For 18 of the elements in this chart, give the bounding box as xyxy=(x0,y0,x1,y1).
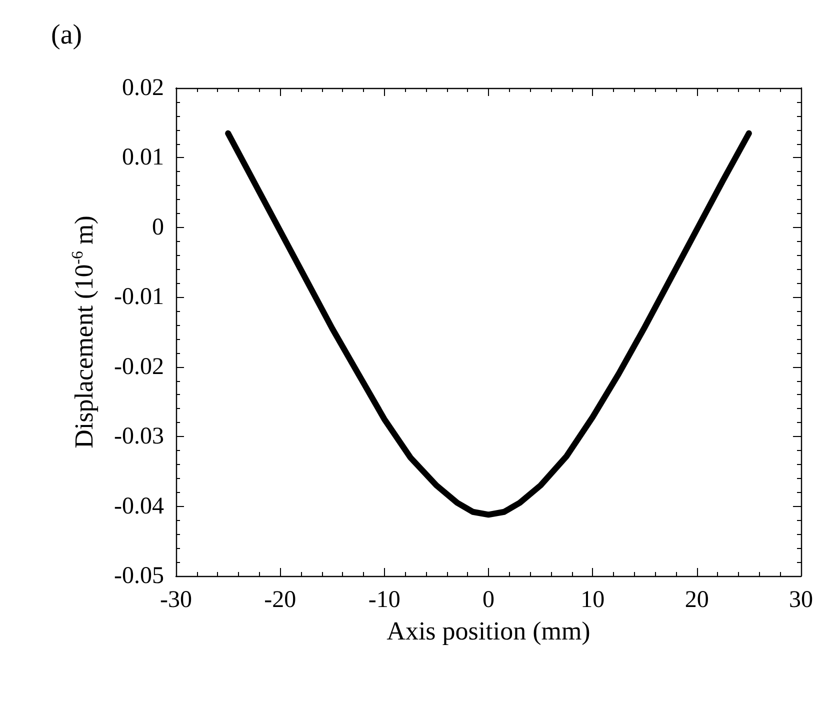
y-tick-label: 0.01 xyxy=(122,144,164,171)
x-tick-label: -10 xyxy=(368,587,400,613)
y-tick-label: 0 xyxy=(152,214,164,240)
chart-title: (a) xyxy=(51,20,82,50)
x-tick-label: 30 xyxy=(789,587,813,613)
x-tick-label: 0 xyxy=(482,587,494,613)
y-tick-label: -0.03 xyxy=(114,424,164,450)
y-tick-label: -0.02 xyxy=(114,354,164,380)
x-tick-label: -30 xyxy=(160,587,192,613)
y-tick-label: -0.05 xyxy=(114,563,164,589)
y-tick-label: 0.02 xyxy=(122,75,164,101)
x-tick-label: 10 xyxy=(580,587,605,613)
x-tick-label: 20 xyxy=(684,587,709,613)
y-tick-label: -0.04 xyxy=(114,493,164,520)
x-axis-title: Axis position (mm) xyxy=(386,616,590,646)
x-tick-label: -20 xyxy=(264,587,296,613)
y-tick-label: -0.01 xyxy=(114,284,164,310)
y-axis-title: Displacement (10-6 m) xyxy=(70,216,98,448)
